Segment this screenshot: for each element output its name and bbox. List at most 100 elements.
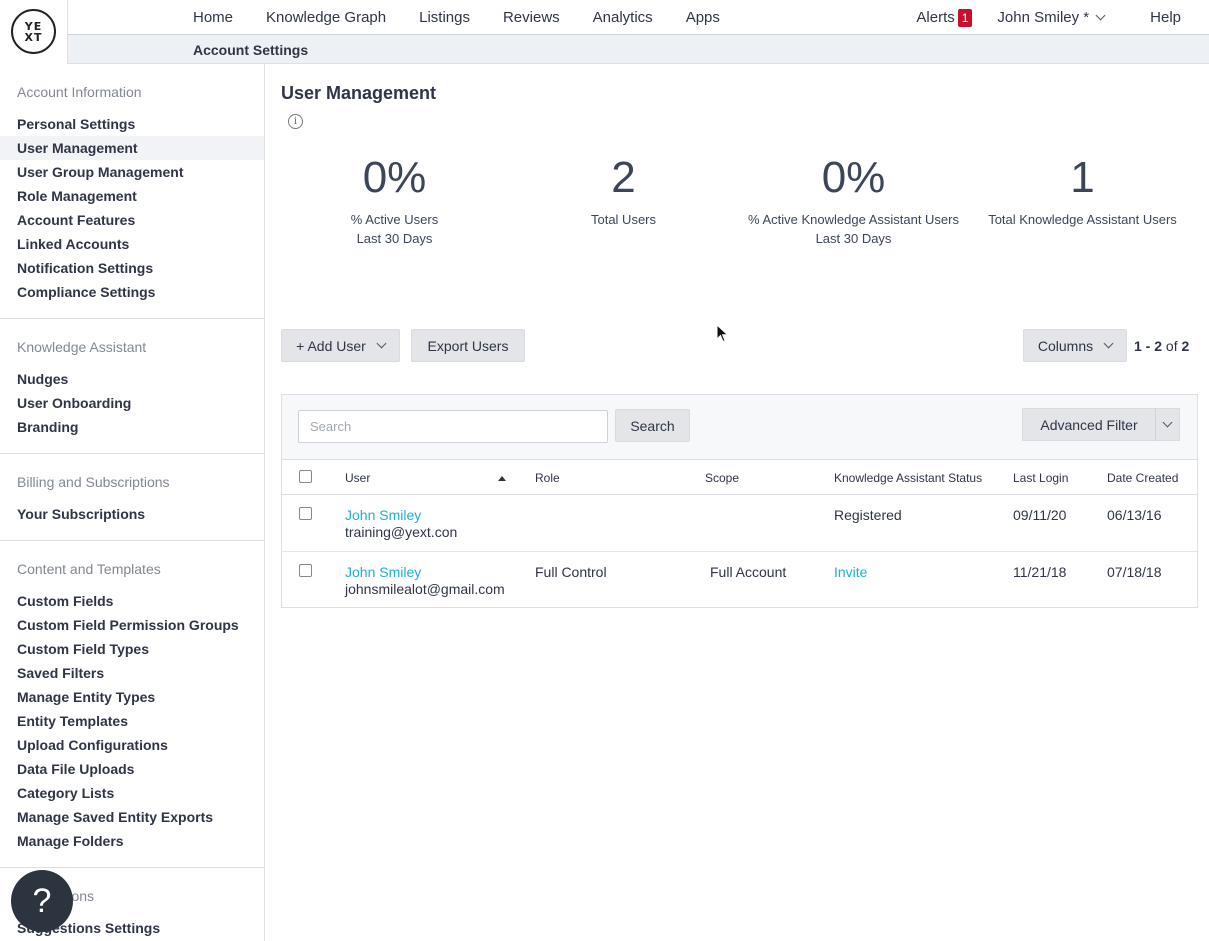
table-filter-row: Search Advanced Filter bbox=[282, 395, 1197, 460]
user-email: training@yext.con bbox=[345, 524, 458, 540]
user-cell: John Smiley training@yext.con bbox=[345, 507, 457, 540]
column-header-scope[interactable]: Scope bbox=[705, 471, 740, 485]
pagination-range: 1 - 2 bbox=[1134, 338, 1163, 354]
stat-total-users: 2 Total Users bbox=[509, 152, 738, 229]
alerts-count-badge: 1 bbox=[957, 8, 973, 27]
help-link[interactable]: Help bbox=[1150, 9, 1181, 26]
sidebar-item-custom-field-permission-groups[interactable]: Custom Field Permission Groups bbox=[17, 617, 239, 633]
user-name: John Smiley * bbox=[997, 9, 1090, 26]
stat-label: % Active Users Last 30 Days bbox=[280, 210, 509, 248]
stat-value: 0% bbox=[821, 153, 886, 202]
alerts-link[interactable]: Alerts 1 bbox=[916, 8, 973, 27]
sidebar-item-manage-saved-entity-exports[interactable]: Manage Saved Entity Exports bbox=[17, 809, 214, 825]
account-settings-tab[interactable]: Account Settings bbox=[193, 42, 309, 58]
sidebar-item-user-management[interactable]: User Management bbox=[0, 136, 264, 160]
user-menu[interactable]: John Smiley * bbox=[997, 9, 1106, 26]
sidebar-item-custom-field-types[interactable]: Custom Field Types bbox=[17, 641, 149, 657]
sidebar-section-account-information: Account Information Personal Settings Us… bbox=[0, 64, 264, 319]
main-content: User Management i 0% % Active Users Last… bbox=[265, 64, 1209, 941]
sidebar-item-linked-accounts[interactable]: Linked Accounts bbox=[17, 236, 130, 252]
sidebar-item-personal-settings[interactable]: Personal Settings bbox=[17, 116, 136, 132]
sidebar-item-nudges[interactable]: Nudges bbox=[17, 371, 69, 387]
stat-label-line2: Last 30 Days bbox=[356, 231, 433, 246]
add-user-button[interactable]: + Add User bbox=[281, 329, 400, 362]
stat-label-line1: % Active Users bbox=[350, 212, 439, 227]
column-header-ka-status[interactable]: Knowledge Assistant Status bbox=[834, 471, 983, 485]
sidebar-item-manage-entity-types[interactable]: Manage Entity Types bbox=[17, 689, 156, 705]
stat-active-users: 0% % Active Users Last 30 Days bbox=[280, 152, 509, 248]
columns-button[interactable]: Columns bbox=[1023, 329, 1127, 362]
sidebar-item-manage-folders[interactable]: Manage Folders bbox=[17, 833, 124, 849]
sidebar-heading: Knowledge Assistant bbox=[17, 339, 147, 355]
nav-knowledge-graph[interactable]: Knowledge Graph bbox=[266, 9, 387, 26]
table-header: User Role Scope Knowledge Assistant Stat… bbox=[282, 460, 1197, 495]
chevron-down-icon bbox=[1103, 338, 1114, 349]
pagination-of: of bbox=[1165, 338, 1178, 354]
nav-apps[interactable]: Apps bbox=[685, 9, 720, 26]
user-cell: John Smiley johnsmilealot@gmail.com bbox=[345, 564, 505, 597]
help-chat-button[interactable]: ? bbox=[11, 870, 73, 932]
sidebar-item-custom-fields[interactable]: Custom Fields bbox=[17, 593, 114, 609]
user-name-link[interactable]: John Smiley bbox=[345, 507, 422, 523]
info-icon[interactable]: i bbox=[288, 114, 303, 129]
search-input[interactable] bbox=[298, 410, 608, 443]
pagination-summary: 1 - 2 of 2 bbox=[1134, 338, 1189, 354]
main-nav: Home Knowledge Graph Listings Reviews An… bbox=[193, 0, 753, 35]
mouse-cursor-icon bbox=[716, 324, 729, 343]
sidebar-section-knowledge-assistant: Knowledge Assistant Nudges User Onboardi… bbox=[0, 319, 264, 454]
row-checkbox[interactable] bbox=[299, 564, 312, 577]
nav-reviews[interactable]: Reviews bbox=[502, 9, 560, 26]
alerts-label: Alerts bbox=[916, 9, 955, 26]
sidebar-item-data-file-uploads[interactable]: Data File Uploads bbox=[17, 761, 135, 777]
stat-value: 1 bbox=[1070, 153, 1095, 202]
sidebar-heading: Billing and Subscriptions bbox=[17, 474, 170, 490]
sidebar-item-entity-templates[interactable]: Entity Templates bbox=[17, 713, 128, 729]
stat-active-ka-users: 0% % Active Knowledge Assistant Users La… bbox=[739, 152, 968, 248]
column-header-role[interactable]: Role bbox=[535, 471, 560, 485]
stat-value: 0% bbox=[362, 153, 427, 202]
invite-link[interactable]: Invite bbox=[834, 564, 868, 580]
nav-listings[interactable]: Listings bbox=[419, 9, 470, 26]
row-checkbox[interactable] bbox=[299, 507, 312, 520]
user-name-link[interactable]: John Smiley bbox=[345, 564, 422, 580]
sidebar-item-user-onboarding[interactable]: User Onboarding bbox=[17, 395, 132, 411]
settings-sidebar: Account Information Personal Settings Us… bbox=[0, 64, 265, 941]
sidebar-item-notification-settings[interactable]: Notification Settings bbox=[17, 260, 154, 276]
sort-ascending-icon[interactable] bbox=[498, 476, 506, 481]
advanced-filter-dropdown[interactable] bbox=[1155, 408, 1180, 441]
sidebar-item-saved-filters[interactable]: Saved Filters bbox=[17, 665, 105, 681]
advanced-filter-group: Advanced Filter bbox=[1022, 408, 1180, 441]
nav-analytics[interactable]: Analytics bbox=[592, 9, 653, 26]
user-email: johnsmilealot@gmail.com bbox=[345, 581, 505, 597]
sidebar-section-content-templates: Content and Templates Custom Fields Cust… bbox=[0, 541, 264, 868]
add-user-label: + Add User bbox=[296, 337, 366, 354]
yext-logo[interactable]: YE XT bbox=[0, 0, 68, 64]
column-header-date-created[interactable]: Date Created bbox=[1107, 471, 1179, 485]
logo-circle: YE XT bbox=[11, 9, 56, 54]
table-row: John Smiley johnsmilealot@gmail.com Full… bbox=[282, 552, 1197, 609]
sidebar-item-upload-configurations[interactable]: Upload Configurations bbox=[17, 737, 168, 753]
select-all-checkbox[interactable] bbox=[299, 470, 312, 483]
columns-label: Columns bbox=[1037, 337, 1094, 354]
search-button[interactable]: Search bbox=[615, 409, 690, 442]
sub-navigation-bar: Account Settings bbox=[0, 35, 1209, 64]
advanced-filter-button[interactable]: Advanced Filter bbox=[1022, 408, 1155, 441]
stat-total-ka-users: 1 Total Knowledge Assistant Users bbox=[968, 152, 1197, 229]
sidebar-item-account-features[interactable]: Account Features bbox=[17, 212, 136, 228]
stat-label-line1: Total Users bbox=[590, 212, 657, 227]
column-header-last-login[interactable]: Last Login bbox=[1013, 471, 1069, 485]
sidebar-item-your-subscriptions[interactable]: Your Subscriptions bbox=[17, 506, 146, 522]
sidebar-item-role-management[interactable]: Role Management bbox=[17, 188, 137, 204]
nav-home[interactable]: Home bbox=[193, 9, 234, 26]
export-users-button[interactable]: Export Users bbox=[411, 329, 525, 362]
column-header-user[interactable]: User bbox=[345, 471, 371, 485]
right-nav: Alerts 1 John Smiley * Help bbox=[916, 0, 1181, 35]
sidebar-item-category-lists[interactable]: Category Lists bbox=[17, 785, 115, 801]
last-login-cell: 09/11/20 bbox=[1013, 507, 1067, 523]
page-title: User Management bbox=[281, 83, 437, 103]
scope-cell: Full Account bbox=[710, 564, 787, 580]
sidebar-item-branding[interactable]: Branding bbox=[17, 419, 79, 435]
table-row: John Smiley training@yext.con Registered… bbox=[282, 495, 1197, 552]
sidebar-item-compliance-settings[interactable]: Compliance Settings bbox=[17, 284, 156, 300]
sidebar-item-user-group-management[interactable]: User Group Management bbox=[17, 164, 184, 180]
